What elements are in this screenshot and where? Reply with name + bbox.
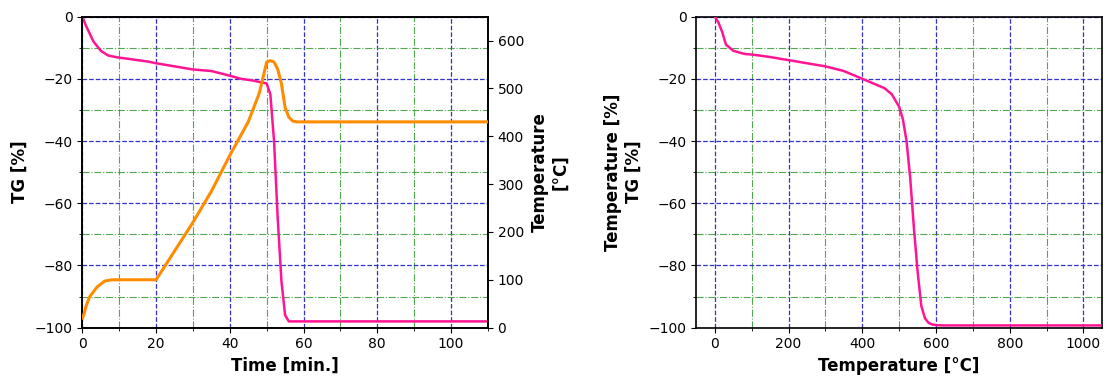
Y-axis label: TG [%]: TG [%]	[11, 141, 29, 203]
Y-axis label: Temperature
[°C]: Temperature [°C]	[531, 112, 570, 232]
X-axis label: Time [min.]: Time [min.]	[232, 357, 339, 375]
Y-axis label: Temperature [%]
TG [%]: Temperature [%] TG [%]	[604, 93, 643, 251]
X-axis label: Temperature [°C]: Temperature [°C]	[818, 357, 979, 375]
